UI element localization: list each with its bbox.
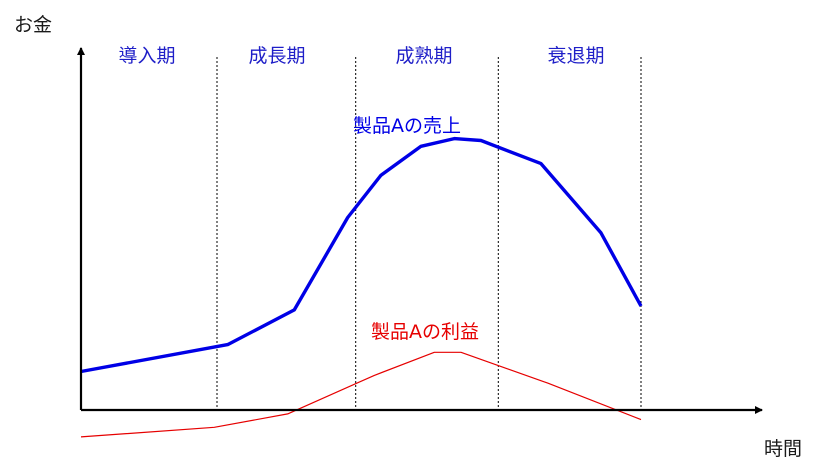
y-axis-label: お金 bbox=[14, 14, 52, 36]
stage-label-growth: 成長期 bbox=[248, 45, 305, 67]
series-layer bbox=[80, 136, 643, 438]
stage-label-decline: 衰退期 bbox=[547, 45, 604, 67]
sales-series-line bbox=[80, 136, 643, 374]
x-axis-label: 時間 bbox=[764, 438, 802, 460]
profit-series-line bbox=[80, 351, 642, 438]
sales-series-label: 製品Aの売上 bbox=[353, 115, 461, 137]
stage-label-introduction: 導入期 bbox=[118, 45, 175, 67]
stage-dividers bbox=[216, 57, 642, 410]
stage-label-maturity: 成熟期 bbox=[395, 45, 452, 67]
profit-series-label: 製品Aの利益 bbox=[371, 321, 479, 343]
